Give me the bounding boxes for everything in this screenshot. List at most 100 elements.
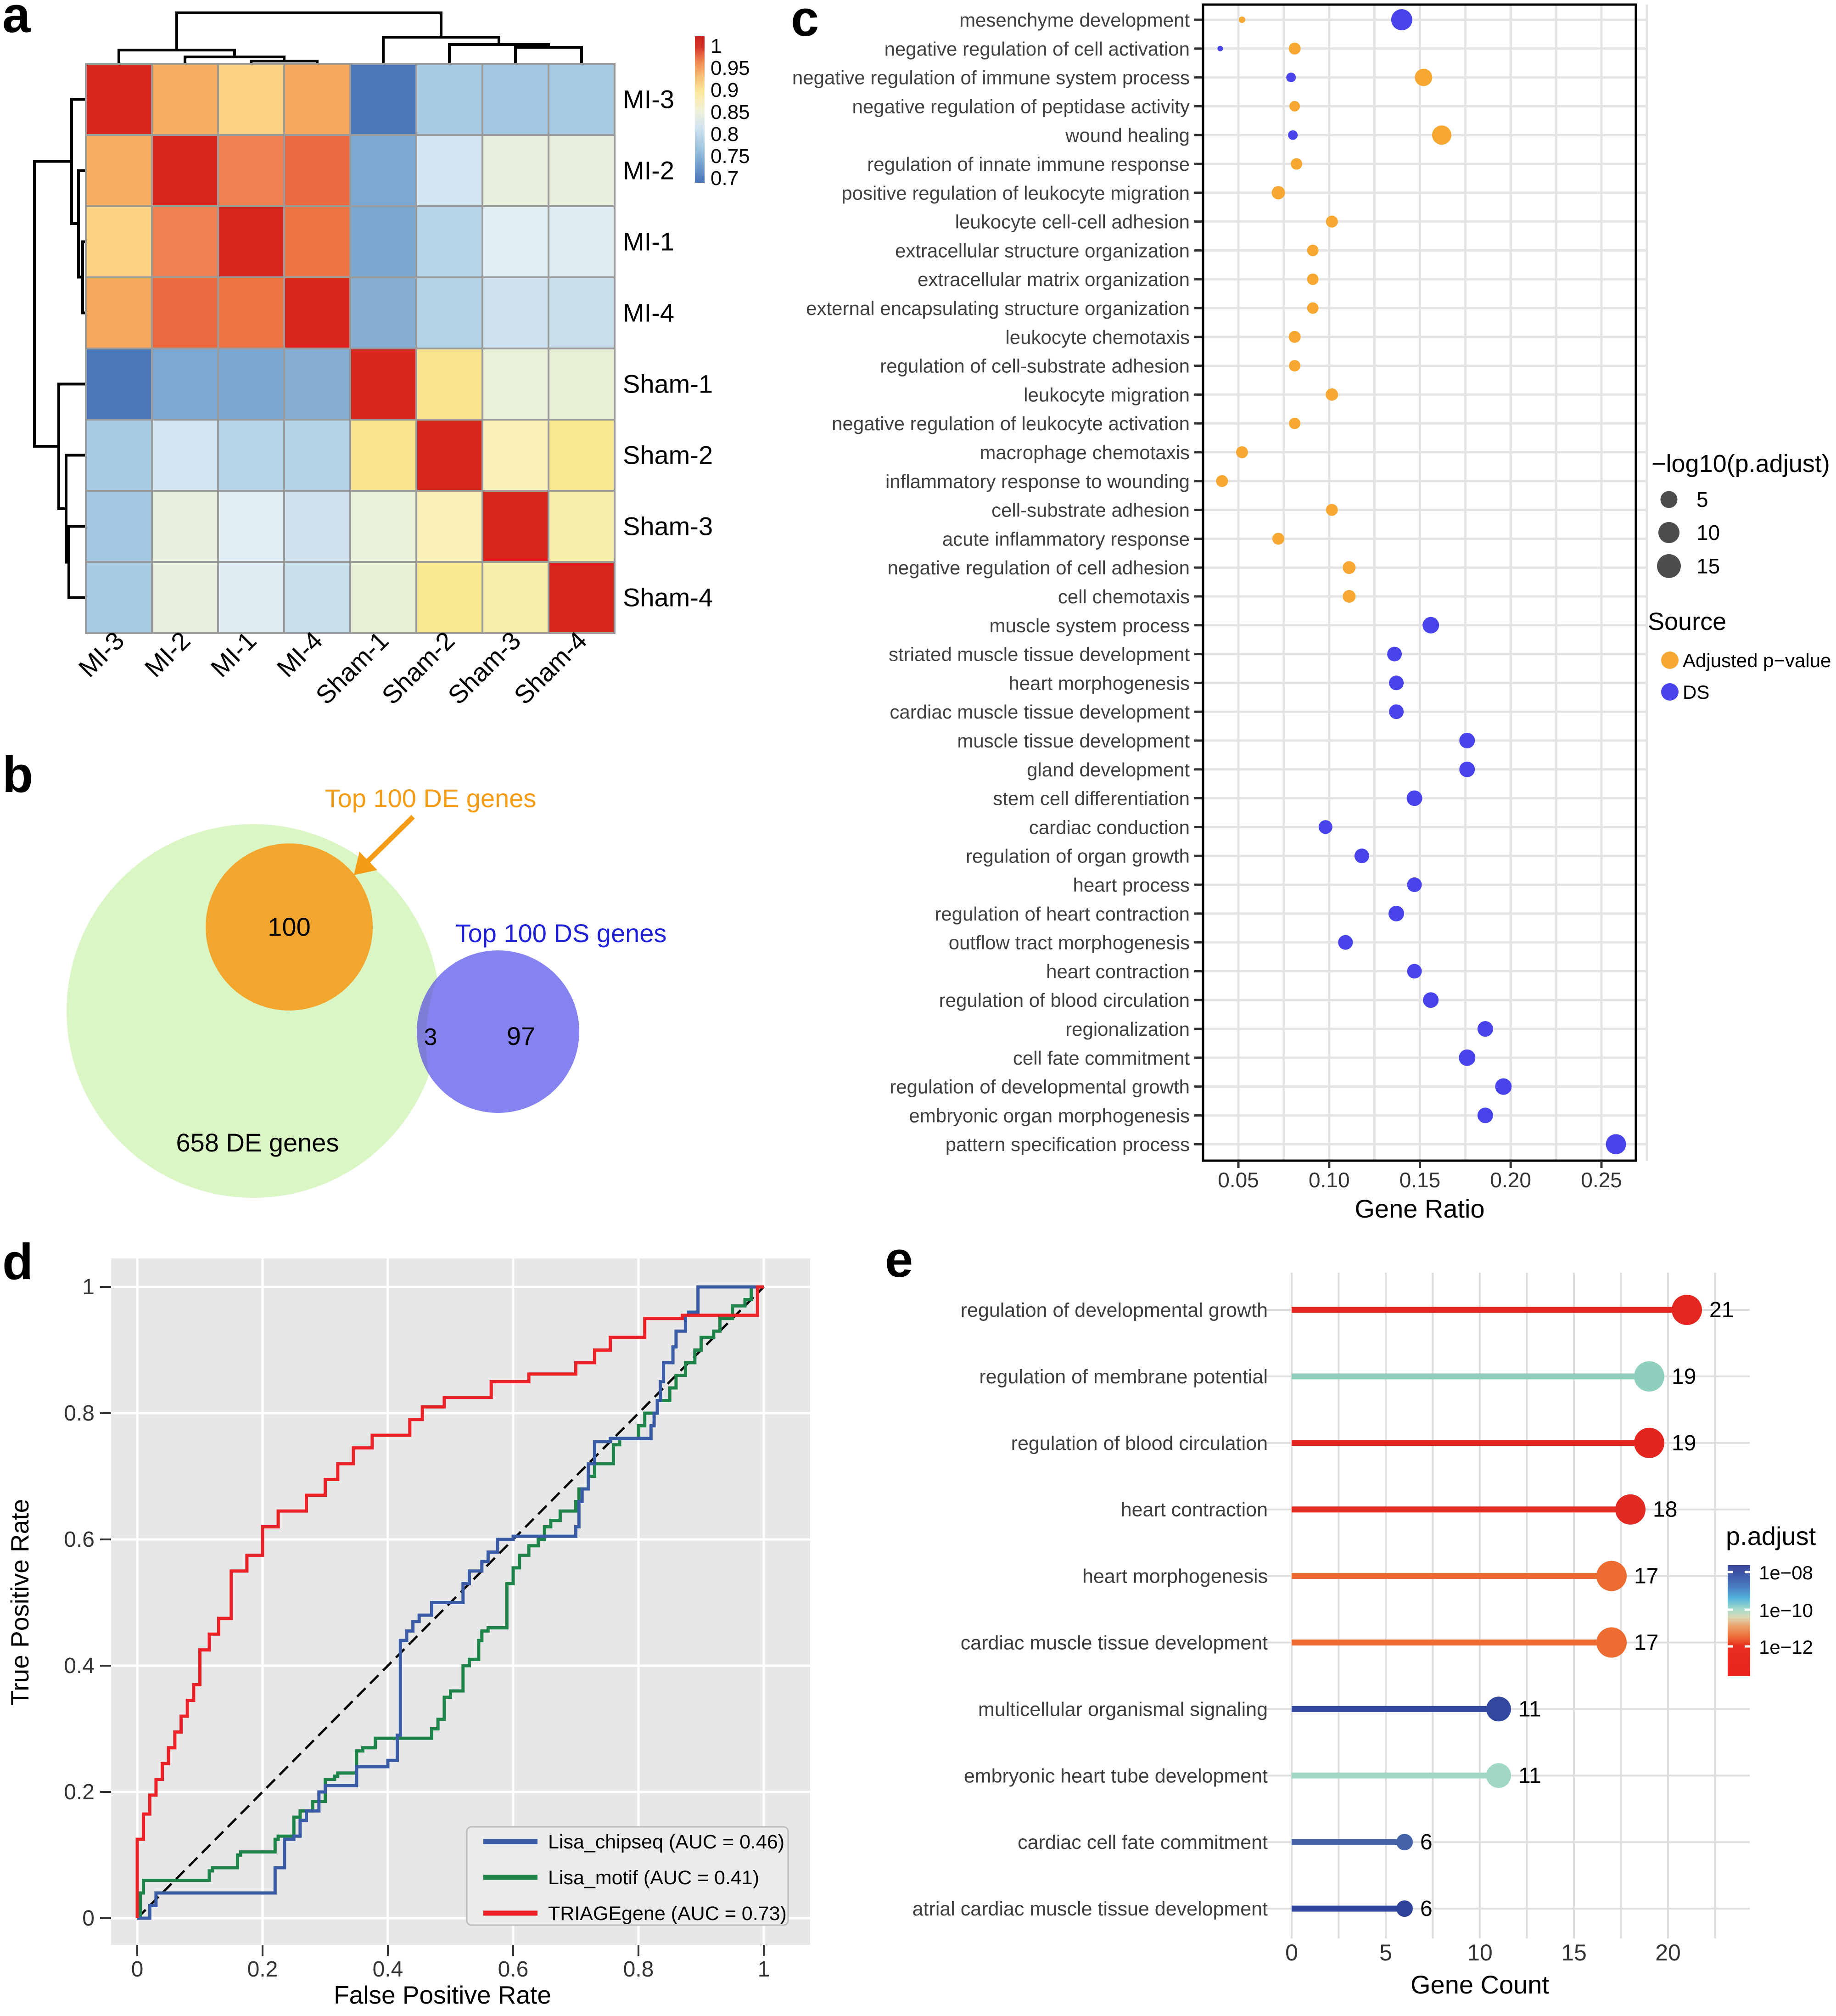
svg-text:18: 18 bbox=[1653, 1498, 1677, 1522]
svg-text:Top 100 DE genes: Top 100 DE genes bbox=[325, 784, 537, 813]
svg-text:cardiac muscle tissue developm: cardiac muscle tissue development bbox=[890, 701, 1190, 723]
svg-text:regulation of organ growth: regulation of organ growth bbox=[966, 845, 1190, 867]
svg-text:macrophage chemotaxis: macrophage chemotaxis bbox=[980, 442, 1190, 463]
svg-text:True Positive Rate: True Positive Rate bbox=[6, 1499, 34, 1706]
svg-text:1: 1 bbox=[711, 35, 722, 57]
svg-text:Top 100 DS genes: Top 100 DS genes bbox=[455, 919, 667, 948]
svg-text:Sham-4: Sham-4 bbox=[623, 583, 713, 612]
svg-text:0.8: 0.8 bbox=[623, 1957, 654, 1982]
svg-text:Gene Count: Gene Count bbox=[1411, 1970, 1549, 1999]
svg-text:cardiac cell fate commitment: cardiac cell fate commitment bbox=[1018, 1831, 1268, 1853]
svg-text:6: 6 bbox=[1420, 1830, 1433, 1854]
svg-text:extracellular structure organi: extracellular structure organization bbox=[895, 240, 1190, 261]
svg-text:heart process: heart process bbox=[1073, 874, 1190, 896]
svg-text:0.75: 0.75 bbox=[711, 145, 750, 168]
svg-text:False Positive Rate: False Positive Rate bbox=[334, 1981, 551, 2009]
svg-text:0.6: 0.6 bbox=[498, 1957, 529, 1982]
svg-text:0.25: 0.25 bbox=[1581, 1168, 1622, 1192]
svg-text:b: b bbox=[2, 747, 33, 803]
svg-text:Sham-2: Sham-2 bbox=[623, 441, 713, 470]
svg-text:stem cell differentiation: stem cell differentiation bbox=[993, 788, 1190, 809]
svg-text:5: 5 bbox=[1379, 1940, 1392, 1965]
svg-text:0.2: 0.2 bbox=[247, 1957, 278, 1982]
svg-text:17: 17 bbox=[1634, 1631, 1658, 1655]
svg-text:0.05: 0.05 bbox=[1218, 1168, 1259, 1192]
svg-text:muscle system process: muscle system process bbox=[990, 615, 1190, 636]
svg-text:regulation of blood circulatio: regulation of blood circulation bbox=[939, 989, 1190, 1011]
svg-text:1: 1 bbox=[82, 1275, 95, 1299]
svg-text:1e−12: 1e−12 bbox=[1759, 1636, 1813, 1658]
svg-text:19: 19 bbox=[1672, 1431, 1696, 1455]
svg-text:Sham-3: Sham-3 bbox=[623, 512, 713, 541]
svg-text:outflow tract morphogenesis: outflow tract morphogenesis bbox=[949, 932, 1190, 954]
svg-text:inflammatory response to wound: inflammatory response to wounding bbox=[885, 471, 1190, 492]
svg-text:atrial cardiac muscle tissue d: atrial cardiac muscle tissue development bbox=[912, 1898, 1268, 1920]
svg-text:11: 11 bbox=[1518, 1763, 1541, 1788]
svg-text:17: 17 bbox=[1634, 1564, 1658, 1589]
svg-text:11: 11 bbox=[1518, 1697, 1541, 1721]
svg-text:heart morphogenesis: heart morphogenesis bbox=[1008, 672, 1190, 694]
svg-text:0.7: 0.7 bbox=[711, 167, 739, 190]
svg-text:3: 3 bbox=[424, 1024, 437, 1050]
svg-text:cell chemotaxis: cell chemotaxis bbox=[1058, 586, 1190, 607]
svg-text:negative regulation of immune: negative regulation of immune system pro… bbox=[792, 67, 1190, 89]
svg-text:leukocyte migration: leukocyte migration bbox=[1024, 384, 1190, 405]
svg-text:extracellular matrix organizat: extracellular matrix organization bbox=[918, 269, 1190, 290]
svg-text:mesenchyme development: mesenchyme development bbox=[959, 9, 1190, 31]
svg-text:6: 6 bbox=[1420, 1897, 1433, 1921]
svg-text:0: 0 bbox=[82, 1906, 95, 1931]
svg-text:0.9: 0.9 bbox=[711, 79, 739, 101]
svg-text:20: 20 bbox=[1655, 1940, 1681, 1965]
svg-text:MI-2: MI-2 bbox=[623, 156, 674, 185]
svg-text:positive regulation of leukocy: positive regulation of leukocyte migrati… bbox=[841, 182, 1190, 204]
svg-text:heart contraction: heart contraction bbox=[1121, 1499, 1268, 1521]
svg-text:TRIAGEgene (AUC = 0.73): TRIAGEgene (AUC = 0.73) bbox=[548, 1903, 787, 1925]
svg-text:wound healing: wound healing bbox=[1065, 124, 1190, 146]
svg-text:negative regulation of cell ac: negative regulation of cell activation bbox=[884, 38, 1190, 60]
svg-text:muscle tissue development: muscle tissue development bbox=[957, 730, 1190, 752]
svg-text:0.4: 0.4 bbox=[64, 1654, 95, 1678]
svg-text:regulation of heart contractio: regulation of heart contraction bbox=[935, 903, 1190, 925]
svg-text:100: 100 bbox=[268, 912, 310, 941]
svg-text:DS: DS bbox=[1683, 681, 1709, 703]
svg-text:Gene Ratio: Gene Ratio bbox=[1355, 1194, 1484, 1223]
svg-text:0.95: 0.95 bbox=[711, 57, 750, 79]
svg-text:regulation of cell-substrate a: regulation of cell-substrate adhesion bbox=[880, 355, 1190, 377]
svg-text:d: d bbox=[2, 1234, 33, 1290]
svg-text:658 DE genes: 658 DE genes bbox=[176, 1128, 339, 1157]
svg-text:19: 19 bbox=[1672, 1365, 1696, 1389]
svg-text:regulation of developmental gr: regulation of developmental growth bbox=[890, 1076, 1190, 1098]
svg-text:multicellular organismal signa: multicellular organismal signaling bbox=[978, 1698, 1268, 1720]
svg-text:0.4: 0.4 bbox=[373, 1957, 403, 1982]
svg-text:1e−08: 1e−08 bbox=[1759, 1562, 1813, 1584]
svg-text:0.20: 0.20 bbox=[1490, 1168, 1531, 1192]
svg-text:0.8: 0.8 bbox=[64, 1401, 95, 1426]
svg-text:gland development: gland development bbox=[1027, 759, 1190, 781]
svg-text:Lisa_chipseq (AUC = 0.46): Lisa_chipseq (AUC = 0.46) bbox=[548, 1831, 784, 1853]
svg-text:regionalization: regionalization bbox=[1065, 1018, 1190, 1040]
svg-text:MI-3: MI-3 bbox=[623, 85, 674, 114]
svg-text:regulation of membrane potenti: regulation of membrane potential bbox=[979, 1366, 1268, 1388]
svg-text:striated muscle tissue develop: striated muscle tissue development bbox=[889, 644, 1190, 665]
svg-text:negative regulation of leukocy: negative regulation of leukocyte activat… bbox=[832, 413, 1190, 434]
svg-text:10: 10 bbox=[1467, 1940, 1493, 1965]
svg-text:heart morphogenesis: heart morphogenesis bbox=[1082, 1566, 1268, 1588]
svg-text:p.adjust: p.adjust bbox=[1726, 1522, 1816, 1550]
svg-text:external encapsulating structu: external encapsulating structure organiz… bbox=[806, 298, 1190, 319]
svg-text:regulation of developmental gr: regulation of developmental growth bbox=[961, 1299, 1268, 1321]
svg-text:Adjusted p−value: Adjusted p−value bbox=[1683, 650, 1831, 671]
svg-text:embryonic organ morphogenesis: embryonic organ morphogenesis bbox=[909, 1105, 1190, 1126]
svg-text:leukocyte cell-cell adhesion: leukocyte cell-cell adhesion bbox=[955, 211, 1190, 233]
svg-text:leukocyte chemotaxis: leukocyte chemotaxis bbox=[1005, 326, 1190, 348]
svg-text:5: 5 bbox=[1696, 488, 1708, 511]
svg-text:pattern specification process: pattern specification process bbox=[946, 1134, 1190, 1155]
svg-text:Lisa_motif (AUC = 0.41): Lisa_motif (AUC = 0.41) bbox=[548, 1867, 759, 1889]
svg-text:acute inflammatory response: acute inflammatory response bbox=[942, 528, 1190, 550]
svg-text:Sham-1: Sham-1 bbox=[623, 370, 713, 399]
svg-text:0.2: 0.2 bbox=[64, 1780, 95, 1804]
svg-text:cell-substrate adhesion: cell-substrate adhesion bbox=[991, 500, 1190, 521]
svg-text:negative regulation of peptida: negative regulation of peptidase activit… bbox=[852, 95, 1190, 117]
svg-text:1: 1 bbox=[758, 1957, 770, 1982]
svg-text:0.8: 0.8 bbox=[711, 123, 739, 146]
svg-text:a: a bbox=[2, 0, 31, 43]
